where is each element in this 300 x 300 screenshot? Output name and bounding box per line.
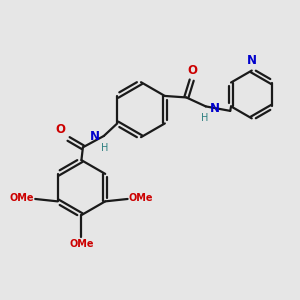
Text: O: O — [187, 64, 197, 76]
Text: N: N — [210, 102, 220, 115]
Text: OMe: OMe — [69, 239, 94, 249]
Text: O: O — [56, 123, 66, 136]
Text: H: H — [202, 113, 209, 123]
Text: N: N — [90, 130, 100, 143]
Text: N: N — [247, 54, 257, 67]
Text: OMe: OMe — [10, 194, 34, 203]
Text: OMe: OMe — [129, 194, 153, 203]
Text: H: H — [101, 143, 109, 153]
